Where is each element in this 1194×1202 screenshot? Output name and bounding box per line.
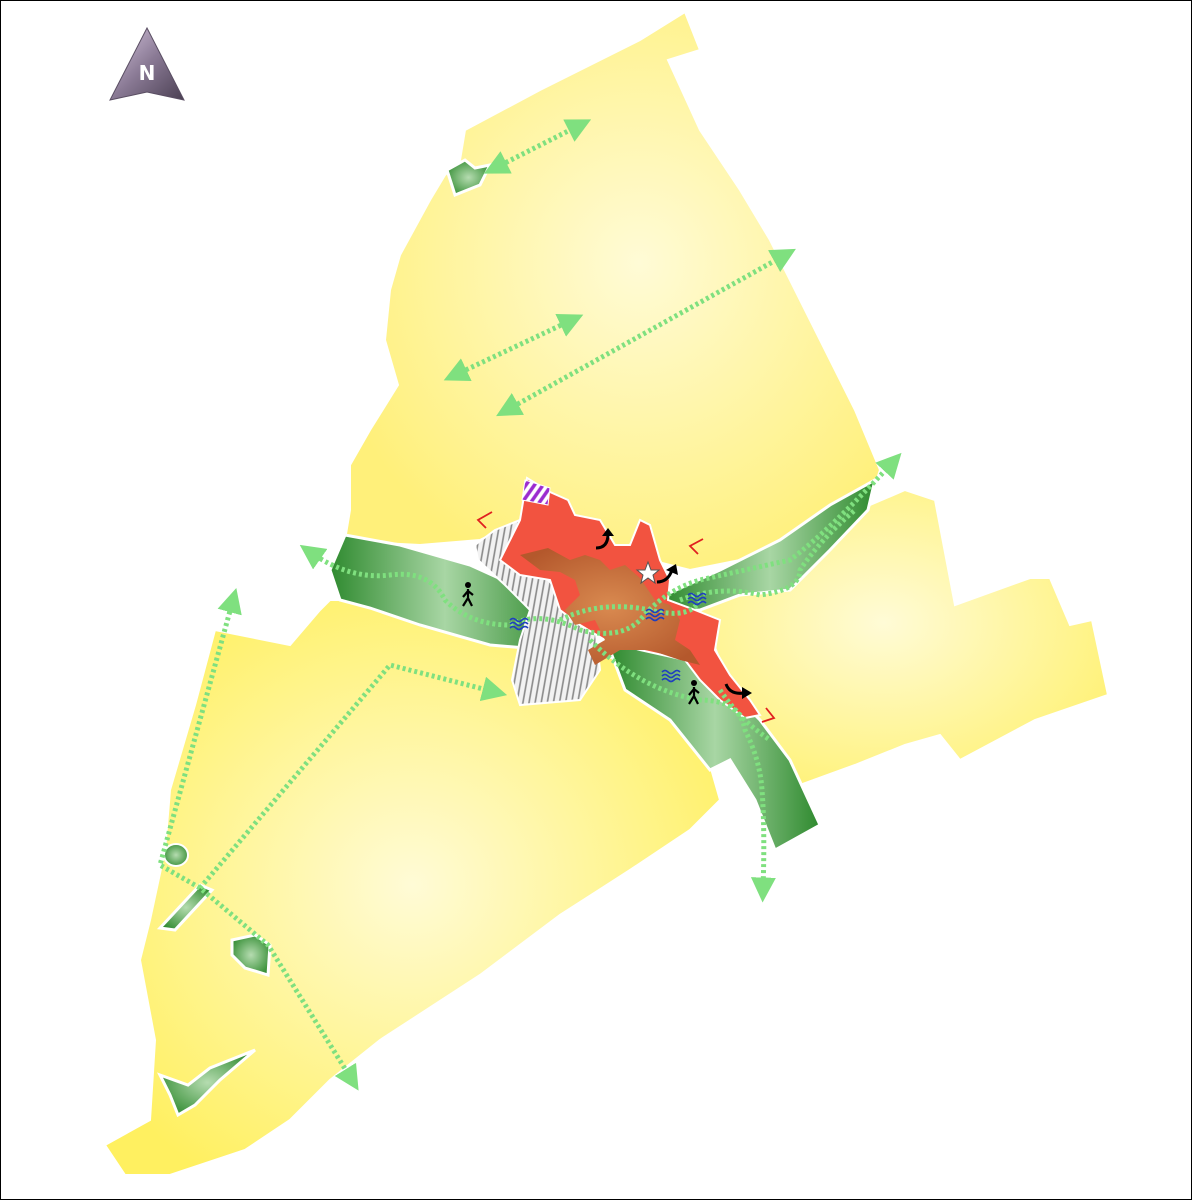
path-west-vertical bbox=[157, 587, 359, 1091]
pedestrian-icon bbox=[462, 582, 474, 607]
curved-arrow-icon bbox=[656, 564, 678, 584]
path-east-branch bbox=[717, 688, 772, 743]
north-arrow-icon bbox=[109, 26, 185, 101]
viewpoint-marker-icon bbox=[476, 511, 493, 529]
path-central-long bbox=[496, 248, 796, 417]
curved-arrow-icon bbox=[724, 683, 752, 699]
centre-core bbox=[520, 548, 700, 665]
water-waves-icon bbox=[645, 608, 665, 622]
water-waves-icon bbox=[687, 592, 707, 606]
north-letter: N bbox=[139, 61, 156, 85]
curved-arrow-icon bbox=[595, 528, 614, 550]
map-symbols bbox=[462, 511, 776, 723]
viewpoint-marker-icon bbox=[688, 538, 704, 555]
green-strip-southwest bbox=[156, 883, 215, 932]
path-west-corridor bbox=[299, 452, 902, 636]
water-waves-icon bbox=[509, 617, 529, 631]
star-icon bbox=[635, 560, 661, 585]
path-north-link bbox=[483, 119, 592, 174]
pedestrian-icon bbox=[688, 680, 700, 705]
path-east-loop bbox=[679, 508, 857, 603]
built-area-north bbox=[343, 10, 882, 572]
north-arrow: N bbox=[109, 26, 185, 101]
viewpoint-marker-icon bbox=[761, 707, 776, 723]
path-southeast bbox=[588, 638, 776, 903]
green-patch-west-round bbox=[163, 843, 189, 867]
water-waves-icon bbox=[661, 669, 681, 683]
